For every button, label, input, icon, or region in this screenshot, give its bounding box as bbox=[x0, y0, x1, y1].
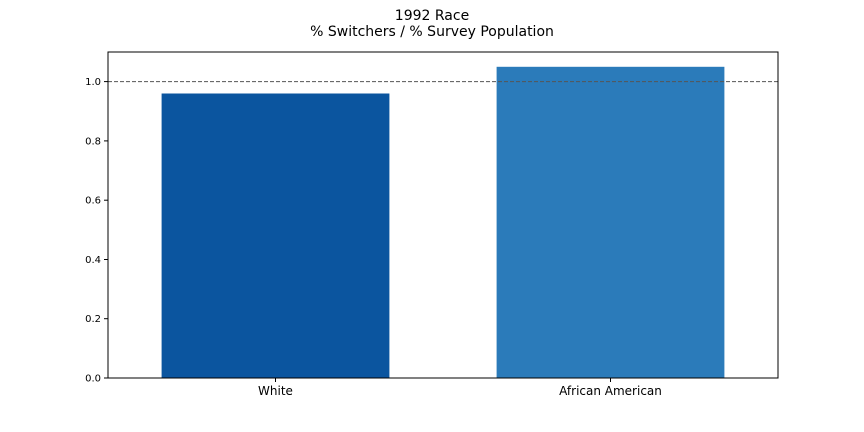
y-tick-label: 1.0 bbox=[85, 77, 101, 88]
plot-frame bbox=[107, 51, 779, 379]
y-tick-label: 0.8 bbox=[85, 136, 101, 147]
x-axis: White African American bbox=[258, 378, 662, 398]
bar-white bbox=[161, 93, 390, 378]
y-tick-label: 0.4 bbox=[85, 255, 101, 266]
x-tick-label: African American bbox=[559, 384, 662, 398]
y-tick-label: 0.0 bbox=[85, 374, 101, 385]
bars-group bbox=[161, 66, 725, 379]
y-tick-label: 0.6 bbox=[85, 196, 101, 207]
chart-title-line-1: 1992 Race bbox=[395, 8, 469, 24]
bar-african-american bbox=[496, 66, 725, 379]
x-tick-label: White bbox=[258, 384, 293, 398]
chart-title: 1992 Race % Switchers / % Survey Populat… bbox=[310, 8, 554, 40]
y-tick-label: 0.2 bbox=[85, 314, 101, 325]
y-axis: 0.0 0.2 0.4 0.6 0.8 1.0 bbox=[85, 77, 108, 385]
chart-title-line-2: % Switchers / % Survey Population bbox=[310, 24, 554, 40]
